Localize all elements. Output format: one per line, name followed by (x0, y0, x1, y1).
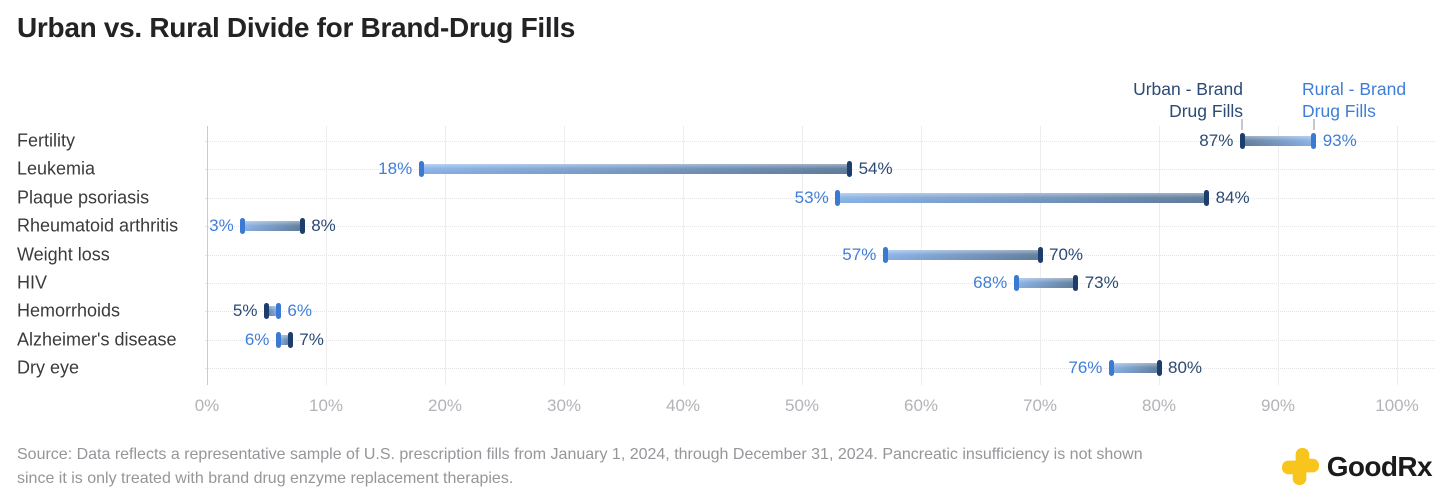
bar-body (242, 221, 303, 232)
page-title: Urban vs. Rural Divide for Brand-Drug Fi… (17, 12, 576, 43)
value-label-urban: 8% (311, 216, 336, 236)
value-label-rural: 93% (1322, 131, 1357, 150)
bar-cap-urban (1073, 275, 1079, 291)
source-note: Source: Data reflects a representative s… (17, 443, 1143, 491)
value-label-rural: 76% (1068, 358, 1103, 378)
category-label: Alzheimer's disease (17, 329, 177, 350)
legend-rural-line1: Rural - Brand (1302, 79, 1407, 99)
row-grid-line (205, 339, 1435, 341)
axis-tick-label: 30% (546, 396, 582, 415)
source-note-line1: Source: Data reflects a representative s… (17, 446, 1143, 463)
axis-tick-label: 50% (784, 396, 820, 415)
bar-cap-urban (264, 303, 269, 320)
value-label-urban: 7% (299, 329, 324, 349)
bar-cap-urban (287, 331, 293, 348)
bar-cap-rural (418, 161, 424, 178)
row-grid-line (205, 368, 1435, 370)
value-label-rural: 68% (973, 273, 1008, 292)
bar-cap-urban (299, 218, 305, 235)
bar-body (266, 306, 279, 317)
category-label: Plaque psoriasis (17, 187, 150, 208)
category-label: Fertility (17, 130, 75, 151)
axis-tick-label: 0% (194, 396, 220, 415)
bar-cap-rural (835, 189, 841, 206)
value-label-rural: 18% (378, 159, 413, 179)
row-grid-line (205, 141, 1435, 142)
goodrx-wordmark: GoodRx (1326, 450, 1433, 482)
bar-body (1111, 363, 1159, 374)
value-label-urban: 84% (1215, 187, 1250, 207)
axis-tick-label: 60% (903, 396, 939, 415)
bar-body (885, 249, 1040, 260)
legend-connector-tick (1241, 119, 1244, 130)
bar-cap-rural (275, 303, 281, 320)
value-label-urban: 5% (232, 301, 258, 321)
value-label-urban: 87% (1199, 131, 1234, 150)
value-label-urban: 73% (1084, 273, 1119, 292)
axis-tick-label: 10% (308, 396, 344, 415)
axis-tick-label: 40% (665, 396, 701, 415)
row-grid-line (205, 197, 1435, 199)
legend-urban: Urban - Brand Drug Fills (1133, 78, 1243, 122)
axis-tick-label: 20% (427, 396, 463, 415)
value-label-rural: 57% (842, 244, 877, 264)
legend-urban-line1: Urban - Brand (1133, 79, 1243, 99)
value-label-urban: 70% (1049, 244, 1084, 264)
category-label: HIV (17, 272, 48, 293)
bar-cap-rural (882, 246, 888, 263)
row-grid-line (205, 254, 1435, 256)
bar-cap-rural (1013, 275, 1019, 291)
axis-tick-label: 90% (1260, 396, 1296, 415)
bar-body (1016, 278, 1076, 288)
source-note-line2: since it is only treated with brand drug… (17, 470, 514, 487)
category-label: Leukemia (17, 158, 96, 179)
bar-cap-urban (1239, 133, 1245, 149)
row-grid-line (205, 226, 1435, 228)
bar-cap-urban (1204, 189, 1210, 206)
axis-tick-label: 80% (1141, 396, 1177, 415)
category-label: Dry eye (17, 357, 80, 378)
bar-cap-rural (1311, 133, 1317, 149)
category-label: Hemorrhoids (17, 300, 121, 321)
legend-rural: Rural - Brand Drug Fills (1302, 78, 1406, 122)
bar-cap-rural (240, 218, 246, 235)
bar-cap-urban (1037, 246, 1043, 263)
bar-cap-urban (1156, 360, 1162, 377)
category-label: Rheumatoid arthritis (17, 215, 179, 236)
bar-body (421, 164, 850, 175)
bar-cap-rural (275, 331, 281, 348)
axis-tick-label: 70% (1022, 396, 1058, 415)
value-label-rural: 3% (209, 216, 234, 236)
goodrx-logo: GoodRx (1281, 448, 1433, 485)
legend-rural-line2: Drug Fills (1302, 101, 1376, 121)
value-label-rural: 6% (287, 301, 312, 321)
row-grid-line (205, 311, 1435, 313)
bar-body (837, 192, 1207, 203)
category-label: Weight loss (17, 244, 110, 265)
bar-cap-urban (847, 161, 853, 178)
goodrx-cross-icon (1281, 448, 1319, 485)
legend-urban-line2: Drug Fills (1169, 101, 1243, 121)
value-label-urban: 80% (1168, 358, 1203, 378)
value-label-urban: 54% (858, 159, 893, 179)
bar-body (278, 334, 291, 345)
value-label-rural: 53% (794, 187, 829, 207)
row-grid-line (205, 283, 1435, 284)
bar-body (1242, 136, 1314, 146)
axis-tick-label: 100% (1375, 396, 1419, 415)
value-label-rural: 6% (244, 329, 270, 349)
bar-cap-rural (1108, 360, 1114, 377)
legend-connector-tick (1312, 119, 1315, 130)
